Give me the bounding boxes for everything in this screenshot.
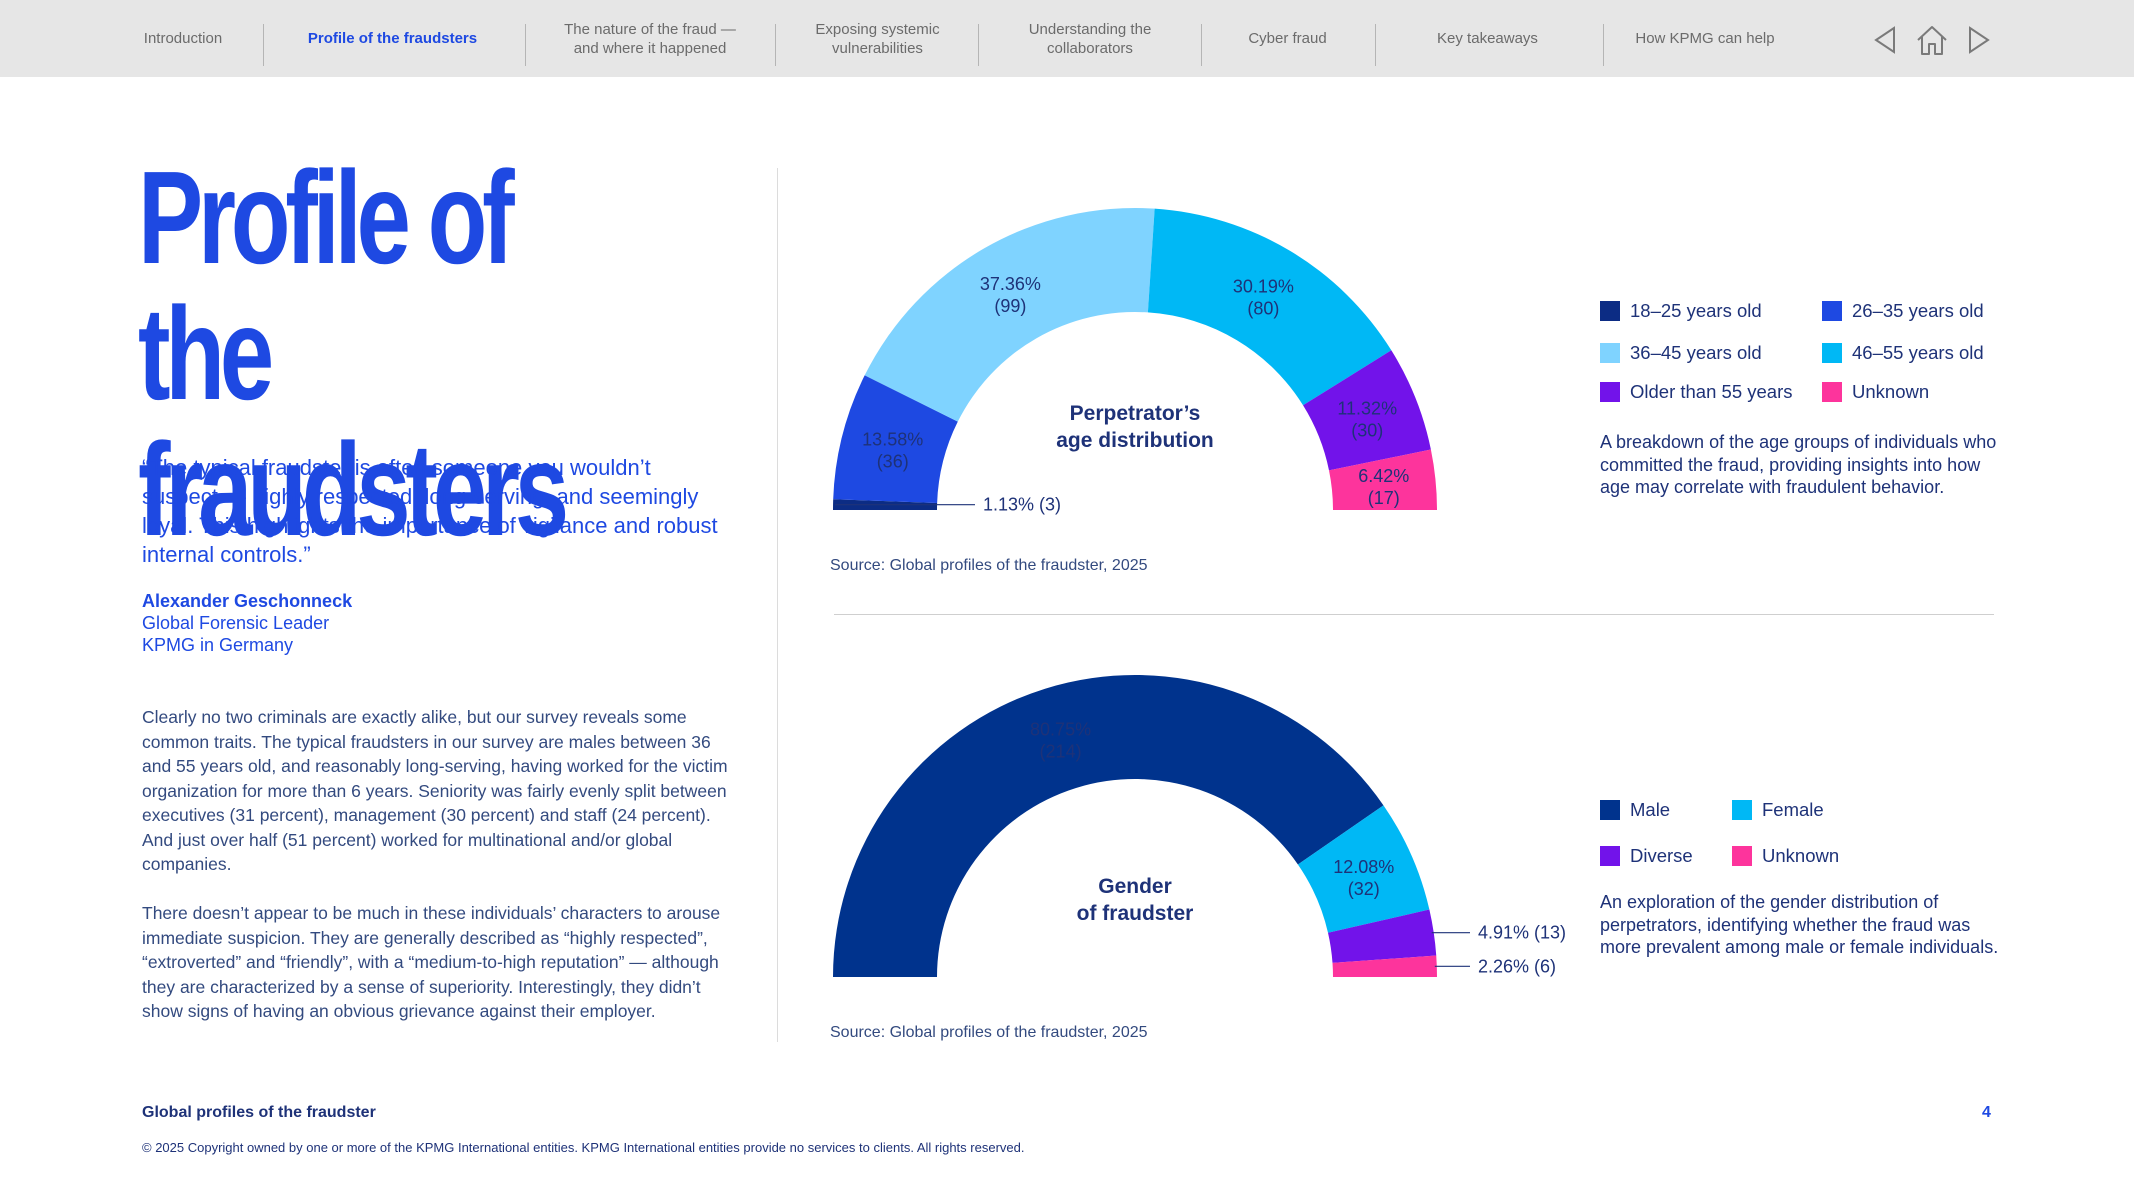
nav-tab-how-kpmg-can-help[interactable]: How KPMG can help bbox=[1635, 30, 1775, 47]
legend-item-unknown: Unknown bbox=[1822, 381, 1929, 403]
author-organization: KPMG in Germany bbox=[142, 635, 294, 655]
nav-divider bbox=[1603, 24, 1604, 66]
author-name: Alexander Geschonneck bbox=[142, 591, 353, 611]
data-label-18-25-years-old: 1.13% (3) bbox=[983, 495, 1061, 515]
back-arrow-icon[interactable] bbox=[1870, 22, 1902, 58]
data-label-percent-36-45-years-old: 37.36% bbox=[980, 274, 1041, 294]
quote-author: Alexander Geschonneck Global Forensic Le… bbox=[142, 590, 352, 656]
slice-36-45-years-old bbox=[864, 207, 1155, 422]
chart-center-title: Perpetrator’s bbox=[1070, 402, 1201, 425]
data-label-unknown: 2.26% (6) bbox=[1478, 956, 1556, 976]
home-icon[interactable] bbox=[1914, 22, 1950, 58]
legend-item-unknown: Unknown bbox=[1732, 845, 1839, 867]
slice-unknown bbox=[1332, 955, 1437, 977]
legend-item-diverse: Diverse bbox=[1600, 845, 1693, 867]
data-label-percent-46-55-years-old: 30.19% bbox=[1233, 276, 1294, 296]
data-label-diverse: 4.91% (13) bbox=[1478, 923, 1566, 943]
legend-swatch bbox=[1600, 846, 1620, 866]
legend-label: 36–45 years old bbox=[1630, 342, 1762, 363]
slice-female bbox=[1297, 805, 1430, 933]
legend-swatch bbox=[1600, 301, 1620, 321]
nav-tab-introduction[interactable]: Introduction bbox=[143, 30, 223, 47]
slice-diverse bbox=[1327, 909, 1437, 963]
chart-divider bbox=[834, 614, 1994, 615]
legend-item-18-25-years-old: 18–25 years old bbox=[1600, 300, 1762, 322]
age-distribution-chart: 1.13% (3) 13.58%(36) 37.36%(99) 30.19%(80) 1… bbox=[833, 207, 1437, 515]
legend-item-female: Female bbox=[1732, 799, 1824, 821]
legend-swatch bbox=[1822, 382, 1842, 402]
author-role: Global Forensic Leader bbox=[142, 613, 330, 633]
nav-divider bbox=[1375, 24, 1376, 66]
slice-older-than-55-years bbox=[1303, 350, 1431, 471]
data-label-percent-older-than-55-years: 11.32% bbox=[1337, 398, 1397, 418]
data-label-percent-male: 80.75% bbox=[1030, 719, 1091, 739]
nav-tab-cyber-fraud[interactable]: Cyber fraud bbox=[1248, 30, 1327, 47]
legend-swatch bbox=[1822, 343, 1842, 363]
chart-center-title: Gender bbox=[1098, 875, 1172, 898]
footer-document-title: Global profiles of the fraudster bbox=[142, 1104, 376, 1121]
nav-divider bbox=[525, 24, 526, 66]
legend-label: 18–25 years old bbox=[1630, 300, 1762, 321]
legend-label: Unknown bbox=[1852, 381, 1930, 402]
data-label-count-46-55-years-old: (80) bbox=[1247, 298, 1279, 318]
gender-chart-source: Source: Global profiles of the fraudster… bbox=[830, 1024, 1148, 1041]
page-title: Profile of the fraudsters bbox=[138, 144, 569, 563]
legend-swatch bbox=[1732, 800, 1752, 820]
slice-unknown bbox=[1328, 449, 1437, 510]
gender-chart: 80.75%(214) 12.08%(32) 4.91% (13) 2.26% (6)… bbox=[833, 674, 1566, 977]
page-number: 4 bbox=[1982, 1104, 1991, 1121]
legend-label: 26–35 years old bbox=[1852, 300, 1984, 321]
legend-swatch bbox=[1600, 343, 1620, 363]
data-label-count-female: (32) bbox=[1348, 879, 1380, 899]
data-label-count-older-than-55-years: (30) bbox=[1351, 420, 1383, 440]
nav-divider bbox=[1201, 24, 1202, 66]
nav-tab-exposing-systemic-vulnerabilities[interactable]: Exposing systemic vulnerabilities bbox=[815, 20, 940, 57]
nav-tab-nature-of-the-fraud[interactable]: The nature of the fraud — and where it h… bbox=[564, 20, 736, 57]
legend-swatch bbox=[1600, 800, 1620, 820]
data-label-percent-female: 12.08% bbox=[1333, 857, 1394, 877]
data-label-count-unknown: (17) bbox=[1368, 488, 1400, 508]
legend-label: Unknown bbox=[1762, 845, 1840, 866]
age-chart-source: Source: Global profiles of the fraudster… bbox=[830, 557, 1148, 574]
copyright-notice: © 2025 Copyright owned by one or more of… bbox=[142, 1140, 1025, 1155]
nav-tab-key-takeaways[interactable]: Key takeaways bbox=[1437, 30, 1538, 47]
legend-item-male: Male bbox=[1600, 799, 1670, 821]
column-divider bbox=[777, 168, 778, 1042]
nav-divider bbox=[978, 24, 979, 66]
slice-46-55-years-old bbox=[1147, 208, 1392, 406]
nav-tab-understanding-the-collaborators[interactable]: Understanding the collaborators bbox=[1028, 20, 1152, 57]
top-navigation: Introduction Profile of the fraudsters T… bbox=[0, 0, 2134, 77]
gender-chart-description: An exploration of the gender distributio… bbox=[1600, 892, 1999, 957]
legend-item-older-than-55-years: Older than 55 years bbox=[1600, 381, 1792, 403]
slice-26-35-years-old bbox=[833, 375, 958, 503]
data-label-percent-unknown: 6.42% bbox=[1358, 466, 1409, 486]
age-chart-description: A breakdown of the age groups of individ… bbox=[1600, 432, 1997, 497]
chart-center-title: of fraudster bbox=[1077, 902, 1194, 925]
nav-tab-profile-of-the-fraudsters[interactable]: Profile of the fraudsters bbox=[307, 30, 478, 47]
nav-divider bbox=[775, 24, 776, 66]
legend-item-26-35-years-old: 26–35 years old bbox=[1822, 300, 1984, 322]
legend-item-36-45-years-old: 36–45 years old bbox=[1600, 342, 1762, 364]
nav-divider bbox=[263, 24, 264, 66]
legend-swatch bbox=[1732, 846, 1752, 866]
legend-label: Female bbox=[1762, 799, 1824, 820]
legend-label: 46–55 years old bbox=[1852, 342, 1984, 363]
body-paragraph-2: There doesn’t appear to be much in these… bbox=[142, 903, 721, 1021]
slice-male bbox=[833, 674, 1384, 977]
legend-swatch bbox=[1822, 301, 1842, 321]
legend-label: Diverse bbox=[1630, 845, 1693, 866]
pull-quote: “The typical fraudster is often someone … bbox=[142, 455, 718, 567]
data-label-count-26-35-years-old: (36) bbox=[877, 451, 909, 471]
data-label-count-36-45-years-old: (99) bbox=[994, 296, 1026, 316]
chart-center-title: age distribution bbox=[1056, 429, 1214, 452]
legend-label: Older than 55 years bbox=[1630, 381, 1793, 402]
body-paragraph-1: Clearly no two criminals are exactly ali… bbox=[142, 707, 728, 874]
data-label-count-male: (214) bbox=[1040, 741, 1082, 761]
legend-swatch bbox=[1600, 382, 1620, 402]
legend-item-46-55-years-old: 46–55 years old bbox=[1822, 342, 1984, 364]
legend-label: Male bbox=[1630, 799, 1671, 820]
data-label-percent-26-35-years-old: 13.58% bbox=[862, 429, 923, 449]
forward-arrow-icon[interactable] bbox=[1962, 22, 1994, 58]
